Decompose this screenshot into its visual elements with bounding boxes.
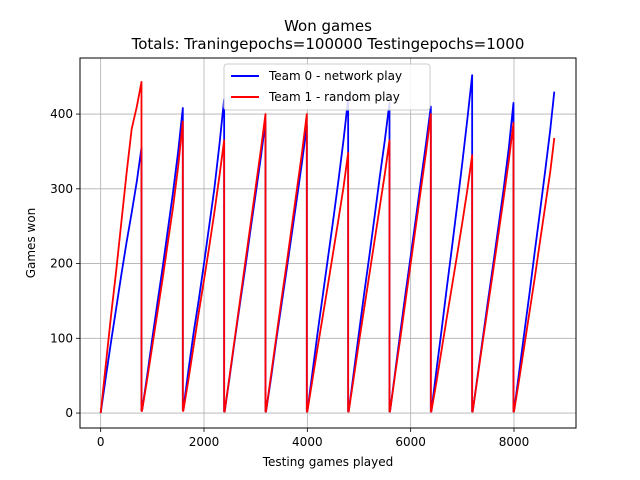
chart-title: Won games (284, 17, 372, 35)
plot-area (79, 57, 577, 429)
x-tick-label: 8000 (499, 435, 530, 449)
y-tick-label: 200 (50, 257, 73, 271)
chart-subtitle: Totals: Traningepochs=100000 Testingepoc… (131, 35, 525, 53)
y-axis: 0 100 200 300 400 (50, 107, 80, 420)
series-line-team-1 (99, 81, 556, 414)
plot-background (80, 58, 576, 428)
y-tick-label: 300 (50, 182, 73, 196)
y-tick-label: 400 (50, 107, 73, 121)
y-tick-label: 0 (65, 406, 73, 420)
legend-label-team-1: Team 1 - random play (268, 90, 400, 104)
plot-frame (79, 57, 577, 429)
y-axis-label: Games won (24, 208, 38, 279)
y-tick-label: 100 (50, 331, 73, 345)
x-axis: 0 2000 4000 6000 8000 (97, 428, 529, 449)
series-layer (99, 74, 556, 414)
legend: Team 0 - network play Team 1 - random pl… (223, 63, 431, 111)
x-axis-label: Testing games played (262, 455, 394, 469)
x-tick-label: 6000 (395, 435, 426, 449)
x-tick-label: 2000 (189, 435, 220, 449)
x-tick-label: 4000 (292, 435, 323, 449)
x-tick-label: 0 (97, 435, 105, 449)
legend-label-team-0: Team 0 - network play (268, 69, 402, 83)
legend-box (223, 63, 431, 111)
